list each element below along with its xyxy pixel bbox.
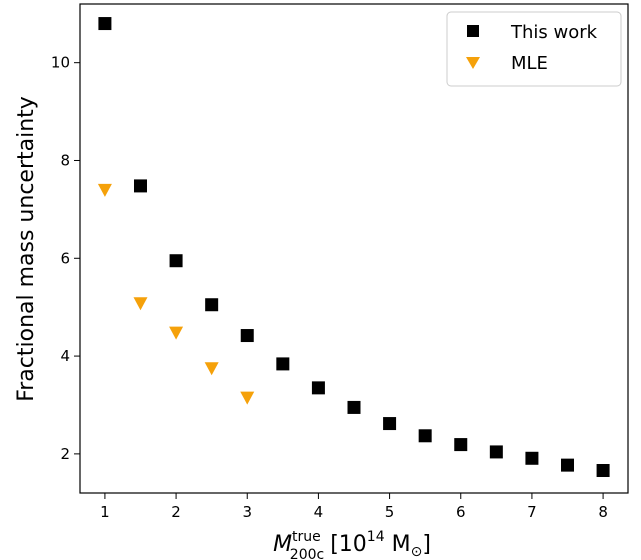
data-point-this-work xyxy=(418,429,432,443)
data-point-this-work xyxy=(205,298,219,312)
x-axis-label: Mtrue 200c [1014 M⊙] xyxy=(273,529,431,560)
data-point-this-work xyxy=(489,445,503,459)
x-tick-label: 1 xyxy=(100,503,110,521)
x-tick-label: 8 xyxy=(598,503,608,521)
legend-box xyxy=(446,11,622,87)
legend-marker-mle xyxy=(466,57,480,69)
x-tick-label: 3 xyxy=(242,503,252,521)
data-point-mle xyxy=(169,326,184,340)
data-point-this-work xyxy=(98,17,112,31)
legend-marker-this-work xyxy=(467,25,479,37)
data-point-this-work xyxy=(169,254,183,268)
y-tick-label: 10 xyxy=(51,54,70,72)
y-tick-label: 6 xyxy=(60,249,70,267)
data-point-this-work xyxy=(311,381,325,395)
y-axis: 2 4 6 8 10 xyxy=(51,54,80,463)
x-axis: 1 2 3 4 5 6 7 8 xyxy=(100,493,608,521)
data-point-mle xyxy=(204,362,219,376)
x-tick-label: 4 xyxy=(314,503,324,521)
x-tick-label: 2 xyxy=(171,503,181,521)
data-point-mle xyxy=(97,183,112,197)
data-marks xyxy=(97,17,610,478)
data-point-this-work xyxy=(454,438,468,452)
x-tick-label: 6 xyxy=(456,503,466,521)
data-point-mle xyxy=(240,391,255,405)
data-point-this-work xyxy=(383,417,397,431)
y-axis-label: Fractional mass uncertainty xyxy=(14,96,39,402)
y-tick-label: 2 xyxy=(60,445,70,463)
x-tick-label: 5 xyxy=(385,503,395,521)
data-point-this-work xyxy=(525,451,539,465)
data-point-mle xyxy=(133,297,148,311)
data-point-this-work xyxy=(596,464,610,478)
y-tick-label: 8 xyxy=(60,151,70,169)
legend-label-mle: MLE xyxy=(511,53,548,74)
data-point-this-work xyxy=(561,458,575,472)
data-point-this-work xyxy=(276,357,290,371)
legend-label-this-work: This work xyxy=(510,22,598,43)
data-point-this-work xyxy=(133,179,147,193)
y-tick-label: 4 xyxy=(60,347,70,365)
x-tick-label: 7 xyxy=(527,503,537,521)
data-point-this-work xyxy=(240,329,254,343)
legend: This work MLE xyxy=(446,11,622,87)
data-point-this-work xyxy=(347,400,361,414)
plot-frame xyxy=(79,3,629,494)
